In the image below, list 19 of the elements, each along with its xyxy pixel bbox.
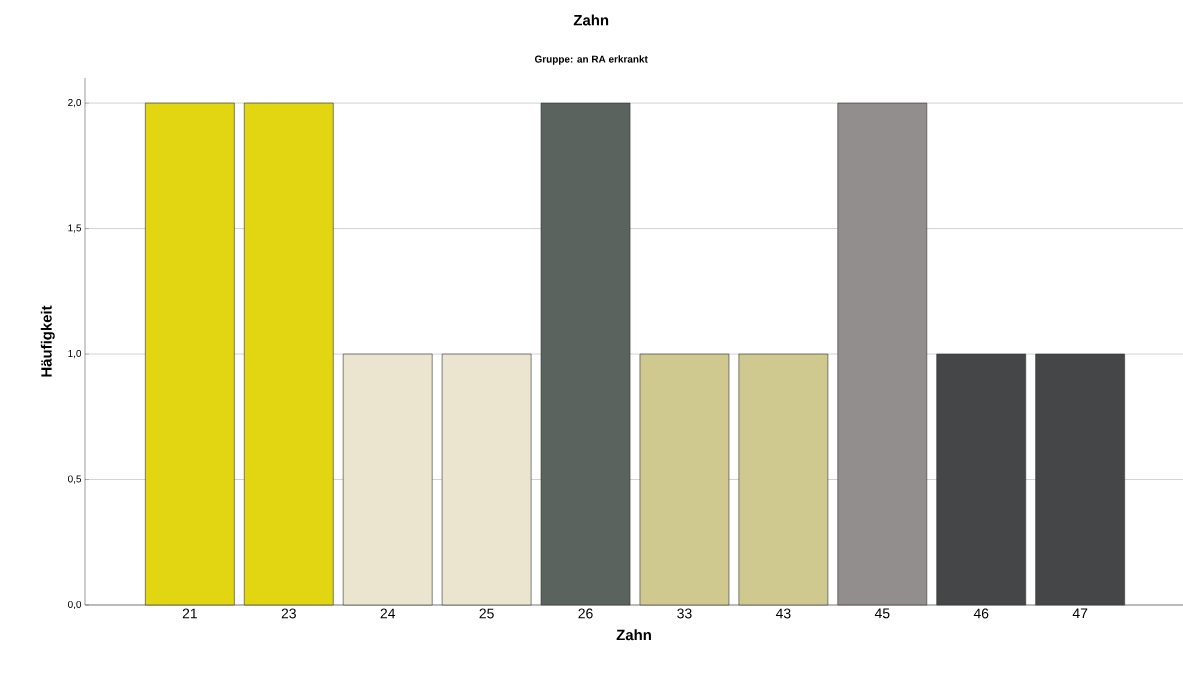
chart-title: Zahn xyxy=(573,14,609,26)
chart-subtitle: Gruppe: an RA erkrankt xyxy=(534,55,648,65)
x-tick-label: 24 xyxy=(380,608,396,619)
x-tick-label: 23 xyxy=(281,608,296,619)
y-tick-label: 1,5 xyxy=(68,224,82,233)
x-tick-label: 25 xyxy=(479,608,494,619)
y-tick-label: 0,5 xyxy=(68,475,82,484)
x-tick-label: 26 xyxy=(578,608,593,619)
y-tick-label: 0,0 xyxy=(68,600,82,610)
x-tick-label: 47 xyxy=(1072,608,1088,619)
x-tick-label: 21 xyxy=(182,608,197,619)
x-tick-label: 33 xyxy=(677,608,692,619)
x-tick-label: 43 xyxy=(775,608,791,619)
x-tick-label: 45 xyxy=(874,608,890,619)
y-tick-label: 2,0 xyxy=(68,98,82,108)
y-axis-title: Häufigkeit xyxy=(40,305,55,377)
x-axis-title: Zahn xyxy=(616,629,651,641)
y-tick-label: 1,0 xyxy=(68,349,82,359)
x-tick-label: 46 xyxy=(973,608,989,619)
